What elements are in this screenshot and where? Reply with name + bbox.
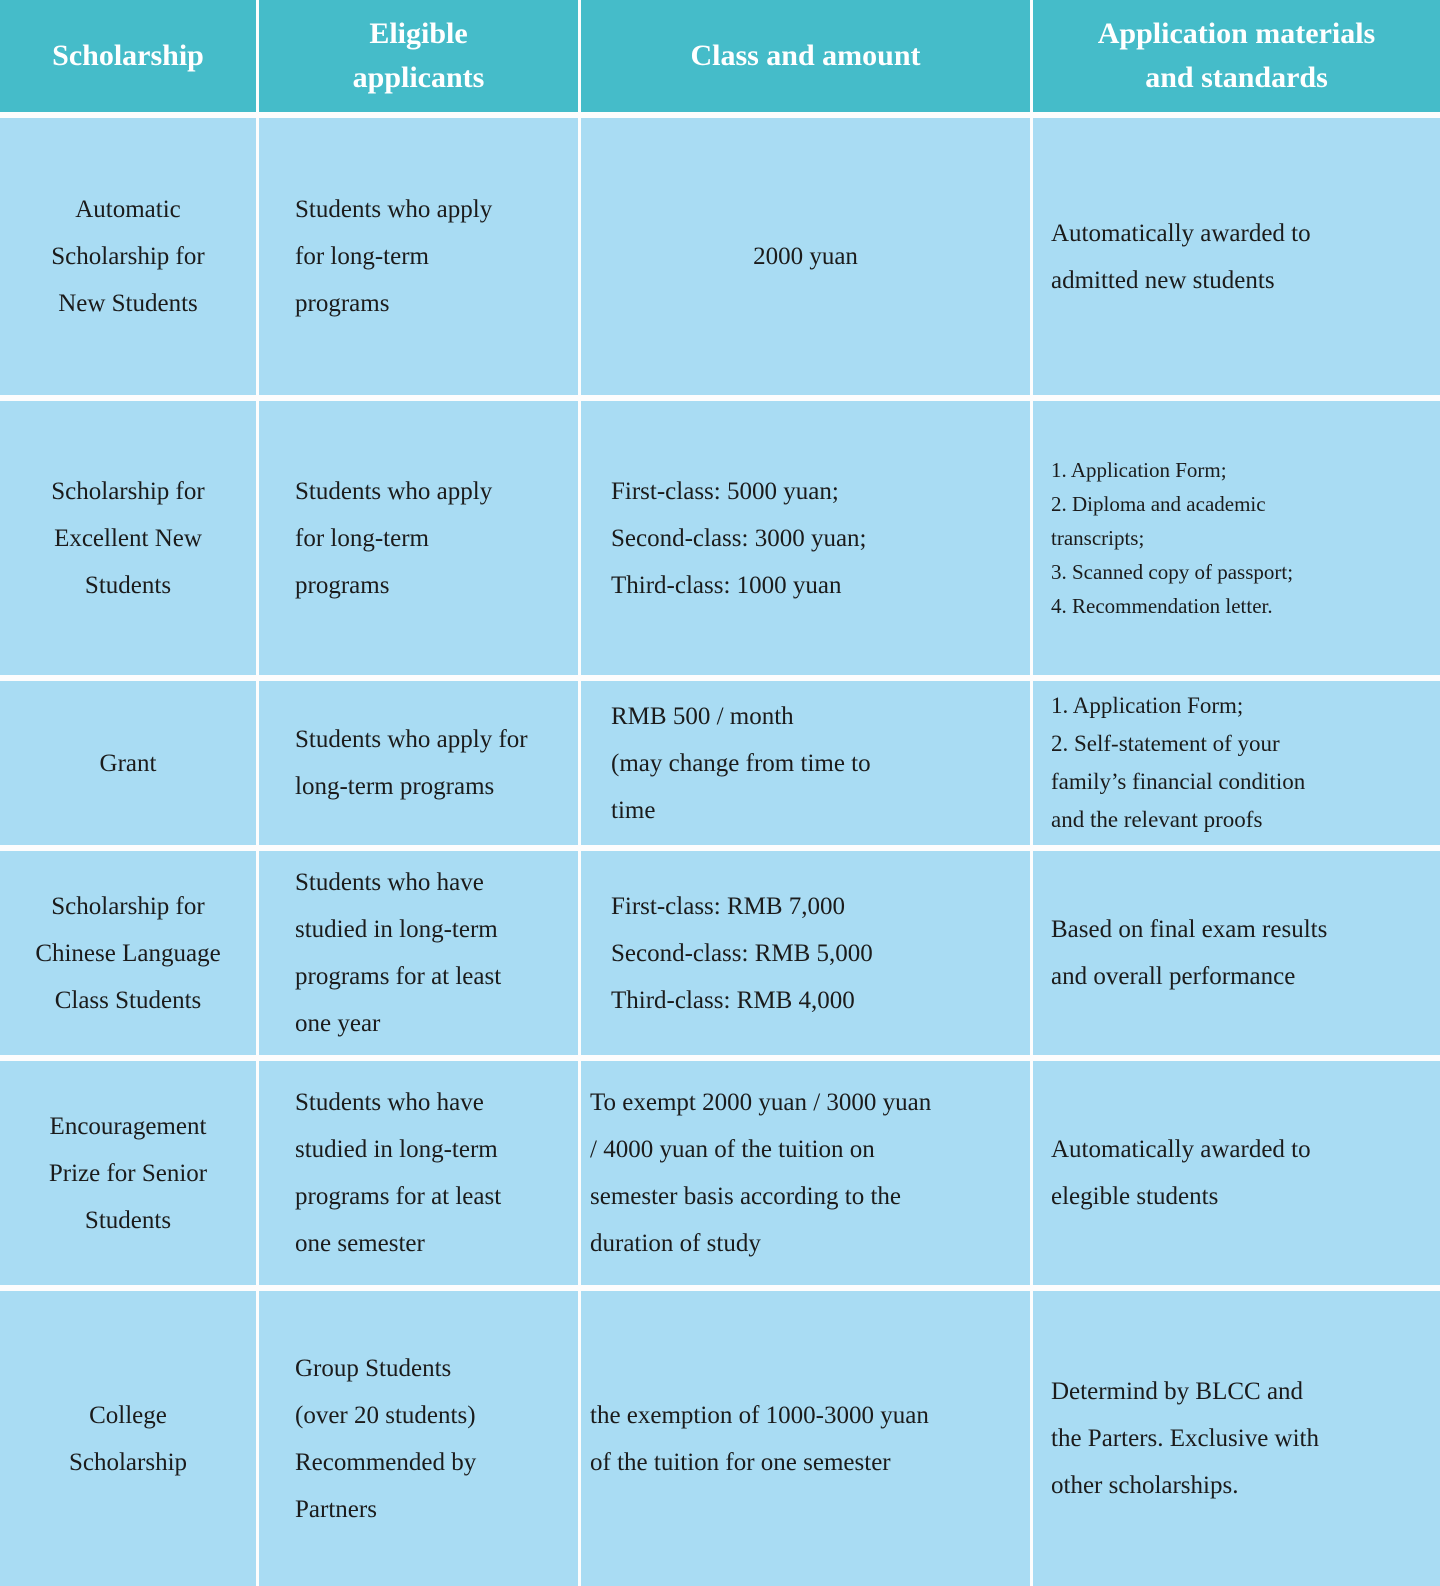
- automatic-scholarship-applicants-cell: Students who apply for long-term program…: [259, 118, 578, 395]
- automatic-scholarship-materials-cell: Automatically awarded to admitted new st…: [1033, 118, 1440, 395]
- excellent-new-students-materials-cell: 1. Application Form; 2. Diploma and acad…: [1033, 401, 1440, 675]
- encouragement-prize-name-cell: Encouragement Prize for Senior Students: [0, 1061, 256, 1285]
- chinese-language-amount-cell: First-class: RMB 7,000 Second-class: RMB…: [581, 851, 1030, 1055]
- encouragement-prize-applicants-cell: Students who have studied in long-term p…: [259, 1061, 578, 1285]
- header-class-and-amount: Class and amount: [581, 0, 1030, 112]
- header-scholarship: Scholarship: [0, 0, 256, 112]
- chinese-language-name-cell: Scholarship for Chinese Language Class S…: [0, 851, 256, 1055]
- college-scholarship-name-cell: College Scholarship: [0, 1291, 256, 1586]
- excellent-new-students-amount-cell: First-class: 5000 yuan; Second-class: 30…: [581, 401, 1030, 675]
- automatic-scholarship-name-cell: Automatic Scholarship for New Students: [0, 118, 256, 395]
- college-scholarship-materials-cell: Determind by BLCC and the Parters. Exclu…: [1033, 1291, 1440, 1586]
- encouragement-prize-materials-cell: Automatically awarded to elegible studen…: [1033, 1061, 1440, 1285]
- grant-amount-cell: RMB 500 / month (may change from time to…: [581, 681, 1030, 845]
- college-scholarship-applicants-cell: Group Students (over 20 students) Recomm…: [259, 1291, 578, 1586]
- header-application-materials: Application materials and standards: [1033, 0, 1440, 112]
- header-eligible-applicants: Eligible applicants: [259, 0, 578, 112]
- grant-materials-cell: 1. Application Form; 2. Self-statement o…: [1033, 681, 1440, 845]
- automatic-scholarship-amount-cell: 2000 yuan: [581, 118, 1030, 395]
- chinese-language-applicants-cell: Students who have studied in long-term p…: [259, 851, 578, 1055]
- grant-name-cell: Grant: [0, 681, 256, 845]
- college-scholarship-amount-cell: the exemption of 1000-3000 yuan of the t…: [581, 1291, 1030, 1586]
- encouragement-prize-amount-cell: To exempt 2000 yuan / 3000 yuan / 4000 y…: [581, 1061, 1030, 1285]
- excellent-new-students-applicants-cell: Students who apply for long-term program…: [259, 401, 578, 675]
- grant-applicants-cell: Students who apply for long-term program…: [259, 681, 578, 845]
- excellent-new-students-name-cell: Scholarship for Excellent New Students: [0, 401, 256, 675]
- chinese-language-materials-cell: Based on final exam results and overall …: [1033, 851, 1440, 1055]
